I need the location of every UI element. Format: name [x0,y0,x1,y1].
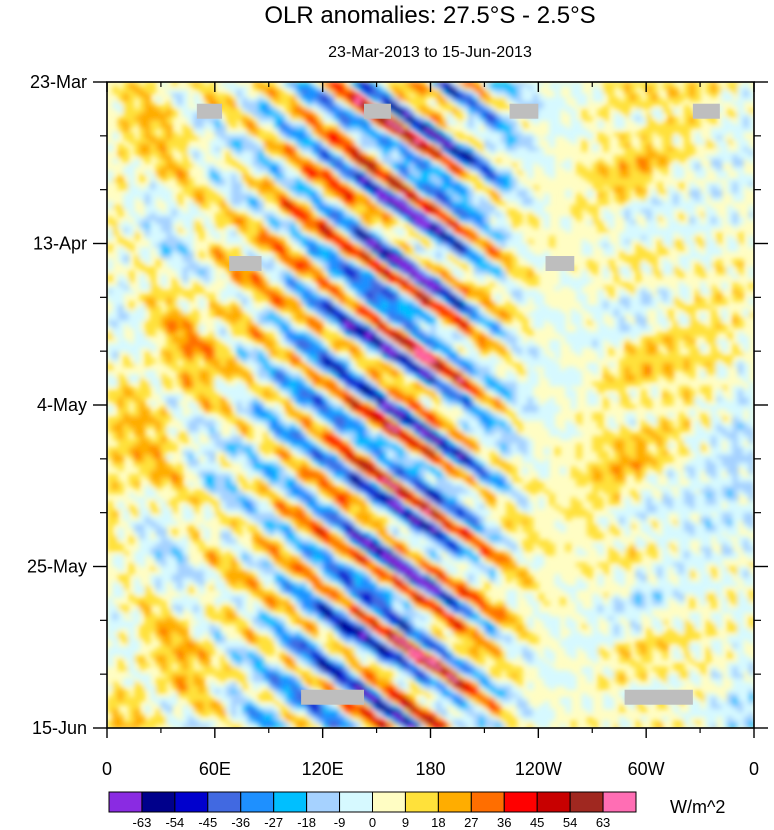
colorbar-label: -27 [264,815,283,830]
x-tick-label: 120E [302,759,344,779]
y-tick-label: 4-May [37,395,87,415]
colorbar-label: 36 [497,815,511,830]
y-tick-label: 15-Jun [32,718,87,738]
colorbar-label: -54 [165,815,184,830]
colorbar-swatch [273,791,308,813]
x-tick-label: 60W [628,759,665,779]
colorbar-units: W/m^2 [670,797,725,817]
colorbar-swatch [569,791,604,813]
colorbar-label: 9 [402,815,409,830]
x-tick-label: 0 [102,759,112,779]
chart-title: OLR anomalies: 27.5°S - 2.5°S [264,2,595,29]
colorbar-label: 0 [369,815,376,830]
colorbar-label: -18 [297,815,316,830]
y-tick-label: 13-Apr [33,234,87,254]
colorbar-swatch [174,791,209,813]
colorbar-swatch [108,791,143,813]
colorbar-swatch [372,791,406,813]
colorbar-swatch [339,791,373,813]
y-axis: 23-Mar 13-Apr 4-May 25-May 15-Jun [27,72,768,738]
plot-area [107,82,754,728]
colorbar-swatch [306,791,341,813]
colorbar-label: -9 [334,815,346,830]
chart-subtitle: 23-Mar-2013 to 15-Jun-2013 [328,44,532,61]
x-tick-label: 180 [415,759,445,779]
y-tick-label: 23-Mar [30,72,87,92]
colorbar-swatch [470,791,505,813]
colorbar-label: -45 [198,815,217,830]
colorbar-swatch [536,791,571,813]
colorbar-label: 27 [464,815,478,830]
colorbar-swatch [437,791,472,813]
colorbar-swatch [404,791,439,813]
x-tick-label: 0 [749,759,759,779]
colorbar-label: 54 [563,815,577,830]
colorbar-swatch [602,791,637,813]
colorbar: -63 -54 -45 -36 -27 -18 -9 0 9 18 27 36 45 54 63 [108,791,637,830]
colorbar-label: 18 [431,815,445,830]
colorbar-label: -63 [133,815,152,830]
x-tick-label: 120W [515,759,562,779]
y-tick-label: 25-May [27,557,87,577]
anomaly-field [107,82,754,728]
colorbar-label: -36 [231,815,250,830]
colorbar-swatch [141,791,176,813]
colorbar-label: 63 [596,815,610,830]
colorbar-label: 45 [530,815,544,830]
colorbar-swatch [240,791,275,813]
x-tick-label: 60E [199,759,231,779]
colorbar-swatch [207,791,242,813]
missing-data-patches [196,103,720,705]
x-axis: 0 60E 120E 180 120W 60W 0 [102,82,759,779]
colorbar-swatch [503,791,538,813]
